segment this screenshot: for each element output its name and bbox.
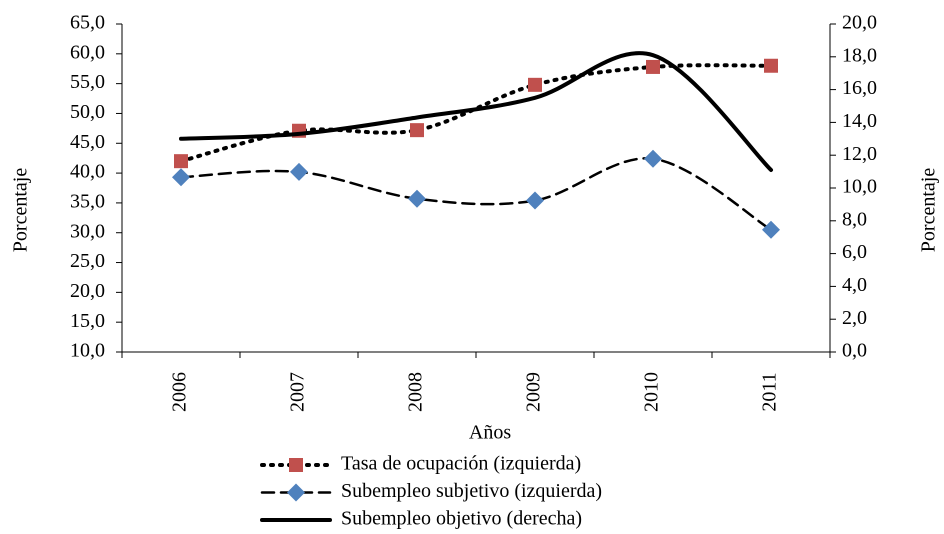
legend-label: Tasa de ocupación (izquierda) bbox=[341, 453, 581, 475]
legend-label: Subempleo subjetivo (izquierda) bbox=[341, 480, 602, 502]
y2-tick-label: 8,0 bbox=[842, 208, 867, 230]
y-tick-label: 10,0 bbox=[70, 340, 105, 362]
y-tick-label: 25,0 bbox=[70, 250, 105, 272]
y2-axis-title: Porcentaje bbox=[918, 168, 940, 253]
y-tick-label: 20,0 bbox=[70, 280, 105, 302]
y-axis-title: Porcentaje bbox=[10, 168, 32, 253]
x-tick-label: 2006 bbox=[169, 372, 191, 412]
y2-tick-label: 18,0 bbox=[842, 44, 877, 66]
y-tick-label: 50,0 bbox=[70, 101, 105, 123]
data-point bbox=[408, 189, 426, 208]
data-point bbox=[644, 149, 662, 168]
y-tick-label: 65,0 bbox=[70, 12, 105, 34]
x-tick-label: 2009 bbox=[523, 372, 545, 412]
y2-tick-label: 6,0 bbox=[842, 241, 867, 263]
data-point bbox=[174, 154, 188, 169]
y2-tick-label: 0,0 bbox=[842, 340, 867, 362]
legend-marker bbox=[287, 483, 305, 502]
y-tick-label: 55,0 bbox=[70, 71, 105, 93]
y-tick-label: 60,0 bbox=[70, 41, 105, 63]
data-point bbox=[410, 123, 424, 138]
legend-label: Subempleo objetivo (derecha) bbox=[341, 508, 582, 530]
x-tick-label: 2008 bbox=[405, 372, 427, 412]
data-point bbox=[646, 59, 660, 74]
y2-tick-label: 10,0 bbox=[842, 176, 877, 198]
y-tick-label: 40,0 bbox=[70, 161, 105, 183]
y2-tick-label: 4,0 bbox=[842, 274, 867, 296]
y-tick-label: 30,0 bbox=[70, 220, 105, 242]
y-tick-label: 15,0 bbox=[70, 310, 105, 332]
y2-tick-label: 12,0 bbox=[842, 143, 877, 165]
series-line bbox=[179, 51, 773, 172]
y-tick-label: 45,0 bbox=[70, 131, 105, 153]
x-tick-label: 2007 bbox=[287, 372, 309, 412]
x-tick-label: 2011 bbox=[759, 372, 781, 411]
y-tick-label: 35,0 bbox=[70, 191, 105, 213]
y2-tick-label: 20,0 bbox=[842, 12, 877, 34]
data-point bbox=[290, 162, 308, 181]
series-line bbox=[179, 157, 773, 231]
data-point bbox=[762, 220, 780, 239]
data-point bbox=[526, 191, 544, 210]
data-point bbox=[528, 77, 542, 92]
y2-tick-label: 16,0 bbox=[842, 77, 877, 99]
legend-marker bbox=[289, 458, 303, 472]
x-axis-title: Años bbox=[469, 422, 511, 444]
series-line bbox=[179, 63, 773, 164]
data-point bbox=[764, 58, 778, 73]
y2-tick-label: 14,0 bbox=[842, 110, 877, 132]
y2-tick-label: 2,0 bbox=[842, 307, 867, 329]
x-tick-label: 2010 bbox=[641, 372, 663, 412]
data-point bbox=[172, 168, 190, 187]
